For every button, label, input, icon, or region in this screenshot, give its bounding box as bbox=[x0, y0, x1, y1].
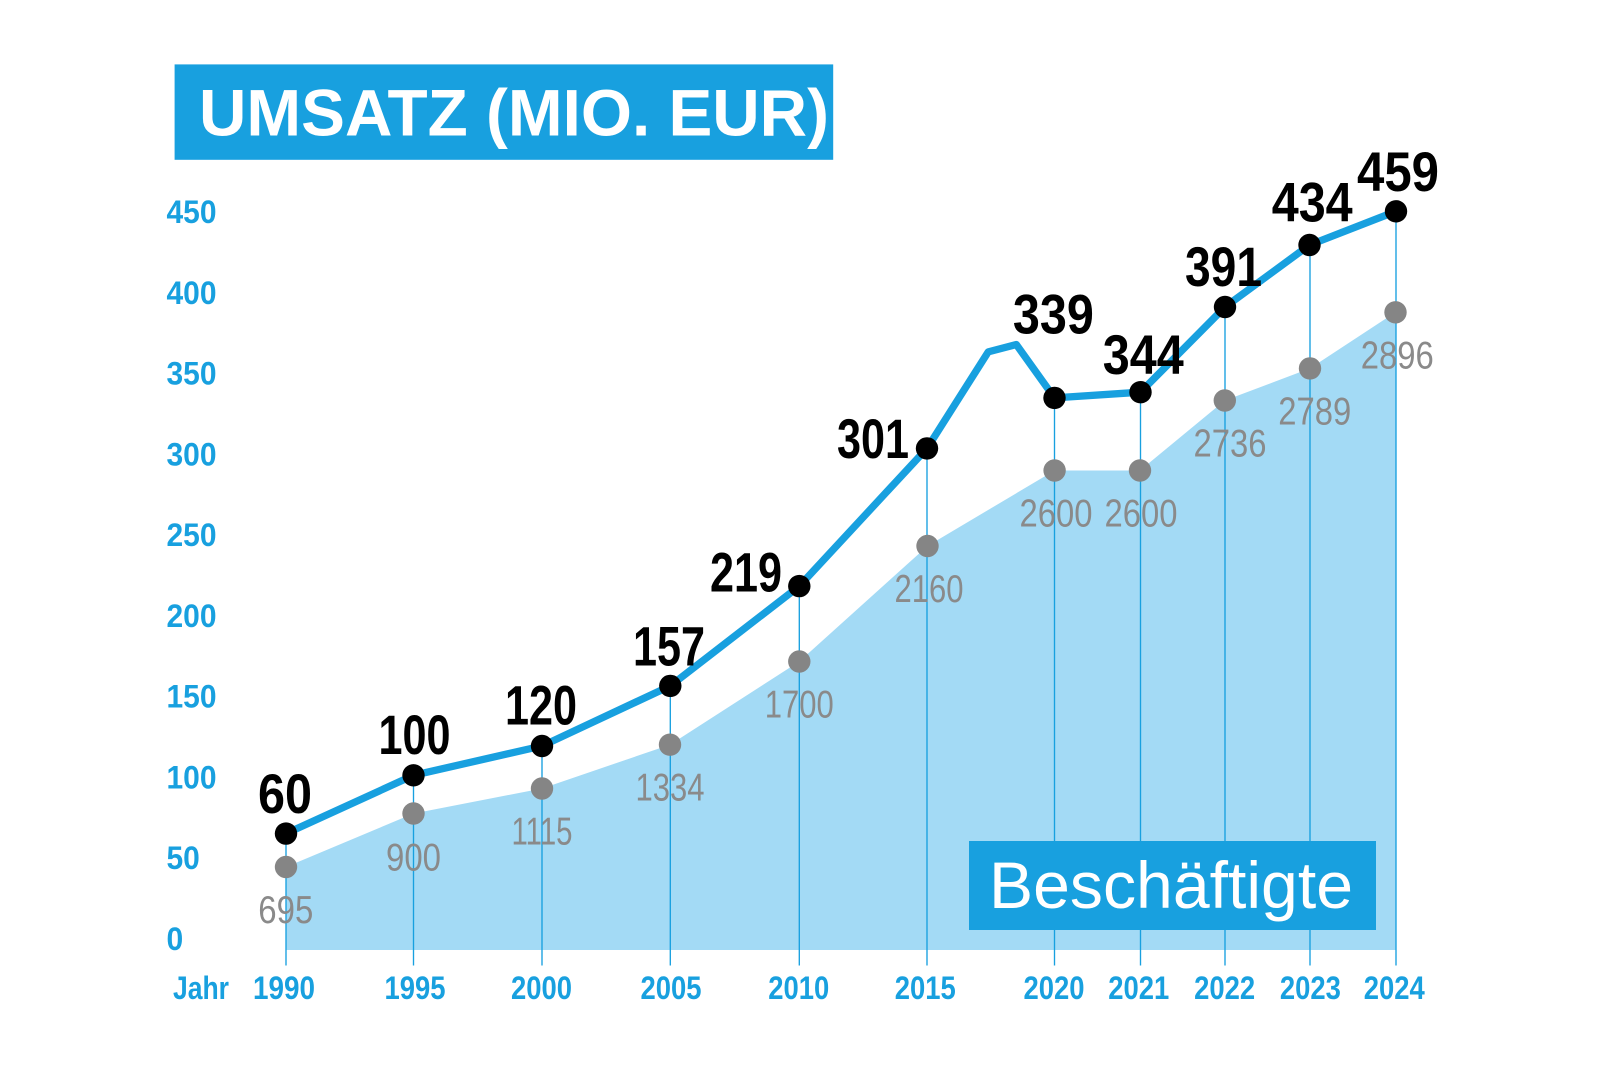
svg-text:900: 900 bbox=[386, 836, 441, 879]
svg-text:2005: 2005 bbox=[641, 970, 702, 1006]
svg-text:150: 150 bbox=[167, 679, 217, 715]
svg-text:695: 695 bbox=[258, 889, 313, 932]
svg-text:2600: 2600 bbox=[1020, 493, 1093, 536]
svg-text:400: 400 bbox=[167, 275, 217, 311]
svg-text:2736: 2736 bbox=[1194, 423, 1267, 466]
svg-text:2023: 2023 bbox=[1280, 970, 1341, 1006]
svg-text:344: 344 bbox=[1103, 323, 1184, 386]
svg-text:391: 391 bbox=[1185, 235, 1262, 298]
svg-text:100: 100 bbox=[167, 759, 217, 795]
svg-text:219: 219 bbox=[710, 540, 782, 603]
svg-text:157: 157 bbox=[633, 614, 705, 677]
svg-text:60: 60 bbox=[258, 762, 312, 825]
svg-text:300: 300 bbox=[167, 436, 217, 472]
svg-text:2020: 2020 bbox=[1024, 970, 1085, 1006]
svg-text:250: 250 bbox=[167, 517, 217, 553]
svg-text:434: 434 bbox=[1272, 171, 1353, 234]
svg-text:2024: 2024 bbox=[1364, 970, 1425, 1006]
svg-text:2010: 2010 bbox=[768, 970, 829, 1006]
svg-text:1334: 1334 bbox=[636, 767, 705, 810]
svg-text:1995: 1995 bbox=[385, 970, 446, 1006]
svg-text:450: 450 bbox=[167, 194, 217, 230]
svg-text:2896: 2896 bbox=[1361, 334, 1434, 377]
svg-text:2022: 2022 bbox=[1194, 970, 1255, 1006]
svg-text:Beschäftigte: Beschäftigte bbox=[989, 848, 1353, 922]
svg-text:2000: 2000 bbox=[511, 970, 572, 1006]
svg-text:100: 100 bbox=[379, 703, 451, 766]
svg-text:200: 200 bbox=[167, 598, 217, 634]
svg-text:350: 350 bbox=[167, 356, 217, 392]
svg-text:339: 339 bbox=[1013, 283, 1094, 346]
svg-text:1115: 1115 bbox=[512, 811, 573, 854]
svg-text:1700: 1700 bbox=[765, 684, 834, 727]
svg-text:50: 50 bbox=[167, 840, 200, 876]
svg-text:2789: 2789 bbox=[1278, 390, 1351, 433]
svg-text:1990: 1990 bbox=[253, 970, 315, 1006]
svg-text:2160: 2160 bbox=[895, 568, 964, 611]
svg-text:Jahr: Jahr bbox=[173, 970, 229, 1006]
svg-text:0: 0 bbox=[167, 921, 184, 957]
svg-text:2015: 2015 bbox=[895, 970, 956, 1006]
svg-text:120: 120 bbox=[505, 673, 577, 736]
svg-text:459: 459 bbox=[1357, 140, 1439, 203]
svg-text:301: 301 bbox=[837, 407, 909, 470]
svg-text:2600: 2600 bbox=[1105, 493, 1178, 536]
svg-text:2021: 2021 bbox=[1108, 970, 1169, 1006]
svg-text:UMSATZ (MIO. EUR): UMSATZ (MIO. EUR) bbox=[199, 76, 829, 150]
